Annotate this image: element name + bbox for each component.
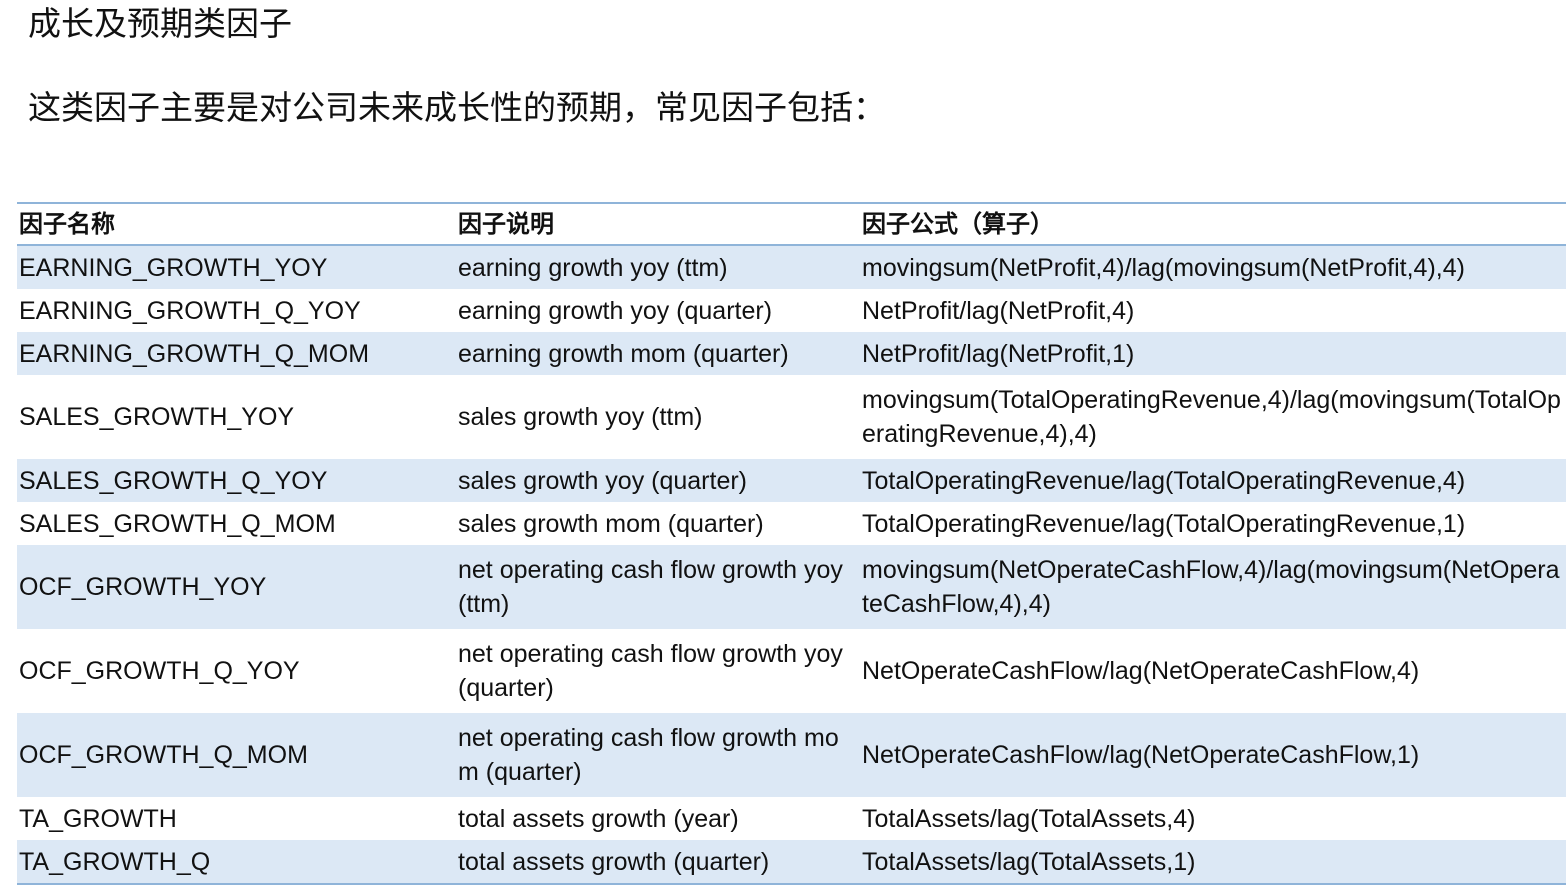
factor-desc-cell: earning growth mom (quarter) [458,339,789,368]
header-factor-name: 因子名称 [19,210,115,238]
factor-table: 因子名称 因子说明 因子公式（算子） EARNING_GROWTH_YOY ea… [17,202,1566,885]
factor-name-cell: EARNING_GROWTH_YOY [19,253,328,282]
table-row: EARNING_GROWTH_Q_YOY earning growth yoy … [17,289,1566,332]
factor-name-cell: SALES_GROWTH_YOY [19,403,295,431]
table-row: OCF_GROWTH_Q_MOM net operating cash flow… [17,713,1566,797]
factor-formula-cell: TotalOperatingRevenue/lag(TotalOperating… [862,509,1466,538]
factor-formula-cell: NetOperateCashFlow/lag(NetOperateCashFlo… [862,741,1420,769]
table-row: TA_GROWTH total assets growth (year) Tot… [17,797,1566,840]
factor-formula-cell: NetProfit/lag(NetProfit,1) [862,339,1135,368]
table-row: EARNING_GROWTH_Q_MOM earning growth mom … [17,332,1566,375]
factor-name-cell: OCF_GROWTH_Q_MOM [19,741,308,769]
factor-desc-cell: earning growth yoy (ttm) [458,253,728,282]
factor-desc-cell: sales growth yoy (ttm) [458,403,703,431]
table-header: 因子名称 因子说明 因子公式（算子） [17,203,1566,245]
factor-desc-cell: total assets growth (quarter) [458,847,770,876]
factor-desc-cell: net operating cash flow growth mom (quar… [458,724,839,786]
table-row: TA_GROWTH_Q total assets growth (quarter… [17,840,1566,884]
factor-name-cell: OCF_GROWTH_Q_YOY [19,657,300,685]
intro-text: 这类因子主要是对公司未来成长性的预期，常见因子包括： [28,88,886,127]
factor-formula-cell: movingsum(TotalOperatingRevenue,4)/lag(m… [862,386,1561,448]
factor-name-cell: SALES_GROWTH_Q_MOM [19,509,336,538]
factor-formula-cell: NetOperateCashFlow/lag(NetOperateCashFlo… [862,657,1420,685]
factor-name-cell: OCF_GROWTH_YOY [19,573,267,601]
factor-name-cell: TA_GROWTH [19,804,177,833]
factor-desc-cell: net operating cash flow growth yoy (ttm) [458,556,843,618]
header-row: 因子名称 因子说明 因子公式（算子） [17,203,1566,245]
table-row: OCF_GROWTH_Q_YOY net operating cash flow… [17,629,1566,713]
factor-name-cell: SALES_GROWTH_Q_YOY [19,466,328,495]
factor-desc-cell: sales growth mom (quarter) [458,509,764,538]
factor-name-cell: TA_GROWTH_Q [19,847,211,876]
header-factor-description: 因子说明 [458,210,554,238]
table-row: SALES_GROWTH_Q_MOM sales growth mom (qua… [17,502,1566,545]
factor-formula-cell: movingsum(NetOperateCashFlow,4)/lag(movi… [862,556,1560,618]
factor-name-cell: EARNING_GROWTH_Q_MOM [19,339,370,368]
factor-formula-cell: TotalOperatingRevenue/lag(TotalOperating… [862,466,1466,495]
factor-desc-cell: net operating cash flow growth yoy (quar… [458,640,843,702]
factor-formula-cell: NetProfit/lag(NetProfit,4) [862,296,1135,325]
factor-name-cell: EARNING_GROWTH_Q_YOY [19,296,361,325]
table-row: OCF_GROWTH_YOY net operating cash flow g… [17,545,1566,629]
factor-formula-cell: movingsum(NetProfit,4)/lag(movingsum(Net… [862,253,1465,282]
factor-desc-cell: earning growth yoy (quarter) [458,296,773,325]
table-row: SALES_GROWTH_Q_YOY sales growth yoy (qua… [17,459,1566,502]
table-body: EARNING_GROWTH_YOY earning growth yoy (t… [17,245,1566,884]
factor-formula-cell: TotalAssets/lag(TotalAssets,1) [862,847,1196,876]
factor-desc-cell: total assets growth (year) [458,804,739,833]
factor-desc-cell: sales growth yoy (quarter) [458,466,748,495]
header-factor-formula: 因子公式（算子） [862,210,1054,238]
factor-formula-cell: TotalAssets/lag(TotalAssets,4) [862,804,1196,833]
section-title: 成长及预期类因子 [28,4,292,43]
table-row: SALES_GROWTH_YOY sales growth yoy (ttm) … [17,375,1566,459]
table-row: EARNING_GROWTH_YOY earning growth yoy (t… [17,245,1566,289]
